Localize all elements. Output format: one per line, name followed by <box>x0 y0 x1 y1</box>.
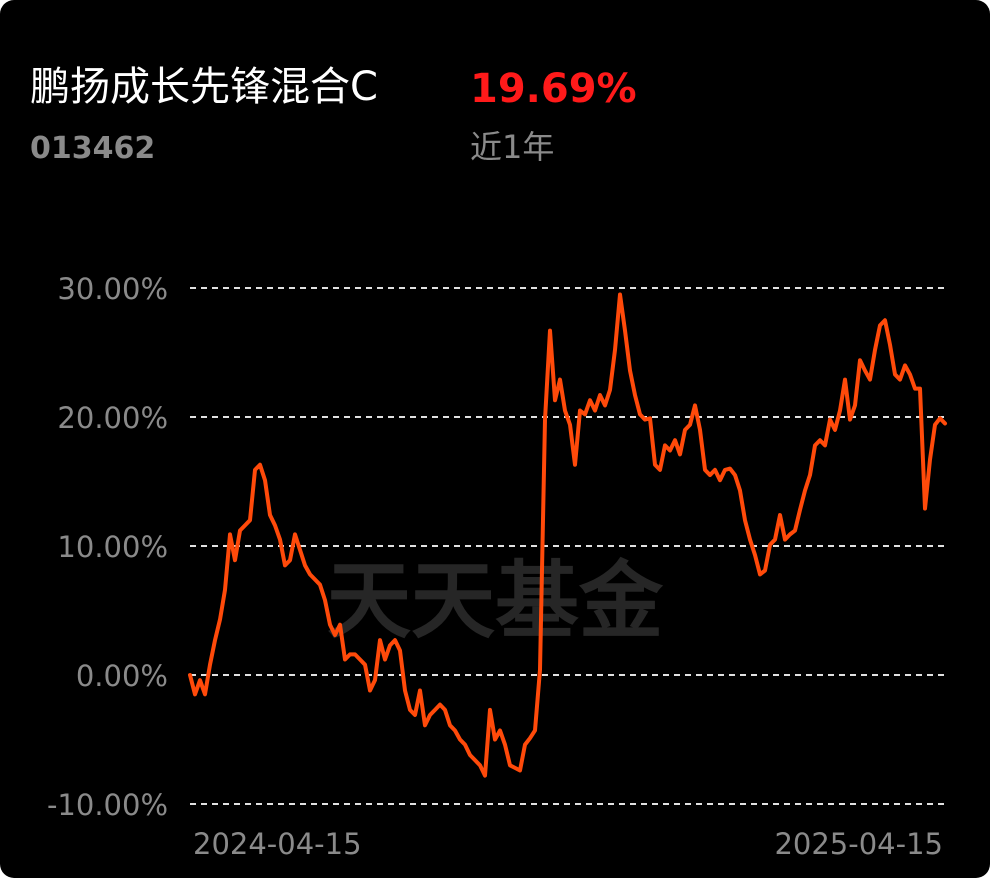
x-tick-label: 2025-04-15 <box>774 827 943 861</box>
fund-name: 鹏扬成长先锋混合C <box>30 64 378 110</box>
x-tick-label: 2024-04-15 <box>193 827 362 861</box>
y-tick-label: 20.00% <box>57 401 168 435</box>
period: 近1年 <box>470 128 554 166</box>
watermark: 天天基金 <box>327 552 664 650</box>
y-tick-label: 0.00% <box>76 659 168 693</box>
y-tick-label: 30.00% <box>57 272 168 306</box>
return: 19.69% <box>470 66 637 112</box>
y-tick-label: 10.00% <box>57 530 168 564</box>
y-tick-label: -10.00% <box>47 788 168 822</box>
line <box>188 292 947 778</box>
fund-code: 013462 <box>30 131 155 166</box>
